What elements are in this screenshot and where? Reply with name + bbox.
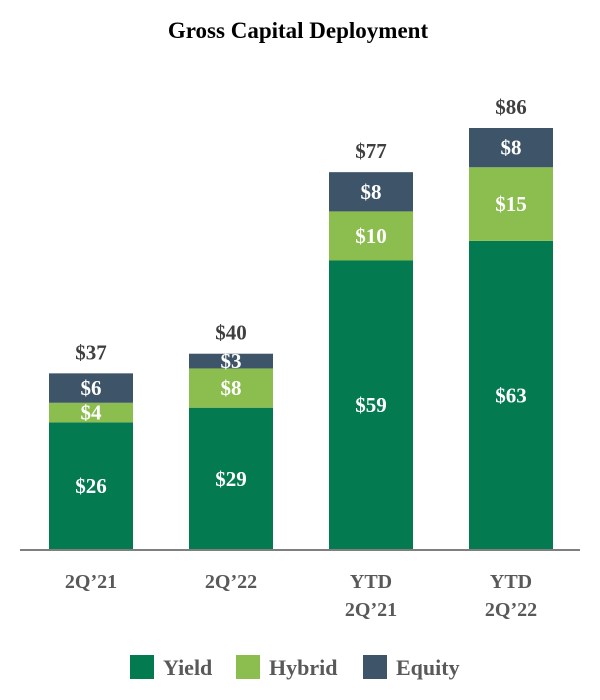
category-label-4-line-1: YTD — [490, 571, 532, 593]
data-label-equity-2: $3 — [221, 349, 242, 373]
data-label-yield-1: $26 — [75, 474, 107, 498]
chart-title: Gross Capital Deployment — [168, 18, 429, 43]
legend-swatch-hybrid — [236, 655, 260, 679]
legend-label-equity: Equity — [396, 655, 460, 680]
category-label-3-line-1: YTD — [350, 571, 392, 593]
data-label-equity-3: $8 — [361, 180, 382, 204]
bar-yield-1 — [49, 422, 133, 550]
bar-equity-4 — [469, 128, 553, 168]
bar-equity-2 — [189, 353, 273, 369]
data-label-yield-2: $29 — [215, 467, 247, 491]
total-label-1: $37 — [75, 340, 107, 364]
category-labels-group: 2Q’21 2Q’22 YTD 2Q’21 YTD 2Q’22 — [65, 571, 537, 621]
data-label-yield-4: $63 — [495, 383, 527, 407]
bar-yield-3 — [329, 260, 413, 550]
category-label-2-line-1: 2Q’22 — [205, 571, 257, 593]
total-label-3: $77 — [355, 139, 387, 163]
total-label-4: $86 — [495, 95, 527, 119]
total-label-2: $40 — [215, 321, 247, 345]
data-label-yield-3: $59 — [355, 393, 387, 417]
legend-label-hybrid: Hybrid — [269, 655, 337, 680]
bars-group: $26 $4$6 $37 $29 $8 $3 $40 $59 $10 $8 $77 $63 $15 $8 $… — [49, 95, 553, 550]
data-label-hybrid-3: $10 — [355, 224, 387, 248]
bar-yield-4 — [469, 240, 553, 550]
legend-label-yield: Yield — [163, 655, 212, 680]
bar-hybrid-2 — [189, 368, 273, 408]
data-label-hybrid-4: $15 — [495, 192, 527, 216]
category-label-3-line-2: 2Q’21 — [345, 599, 397, 621]
data-label-equity-1: $6 — [81, 376, 102, 400]
data-label-hybrid-2: $8 — [221, 376, 242, 400]
data-label-hybrid-1: $4 — [81, 401, 103, 425]
legend-swatch-yield — [130, 655, 154, 679]
bar-equity-1 — [49, 373, 133, 403]
data-label-equity-4: $8 — [501, 136, 522, 160]
bar-hybrid-1 — [49, 402, 133, 423]
category-label-1-line-1: 2Q’21 — [65, 571, 117, 593]
bar-hybrid-4 — [469, 167, 553, 241]
legend-swatch-equity — [363, 655, 387, 679]
legend: Yield Hybrid Equity — [130, 655, 460, 680]
category-label-4-line-2: 2Q’22 — [485, 599, 537, 621]
bar-yield-2 — [189, 407, 273, 550]
bar-hybrid-3 — [329, 211, 413, 261]
bar-equity-3 — [329, 172, 413, 212]
